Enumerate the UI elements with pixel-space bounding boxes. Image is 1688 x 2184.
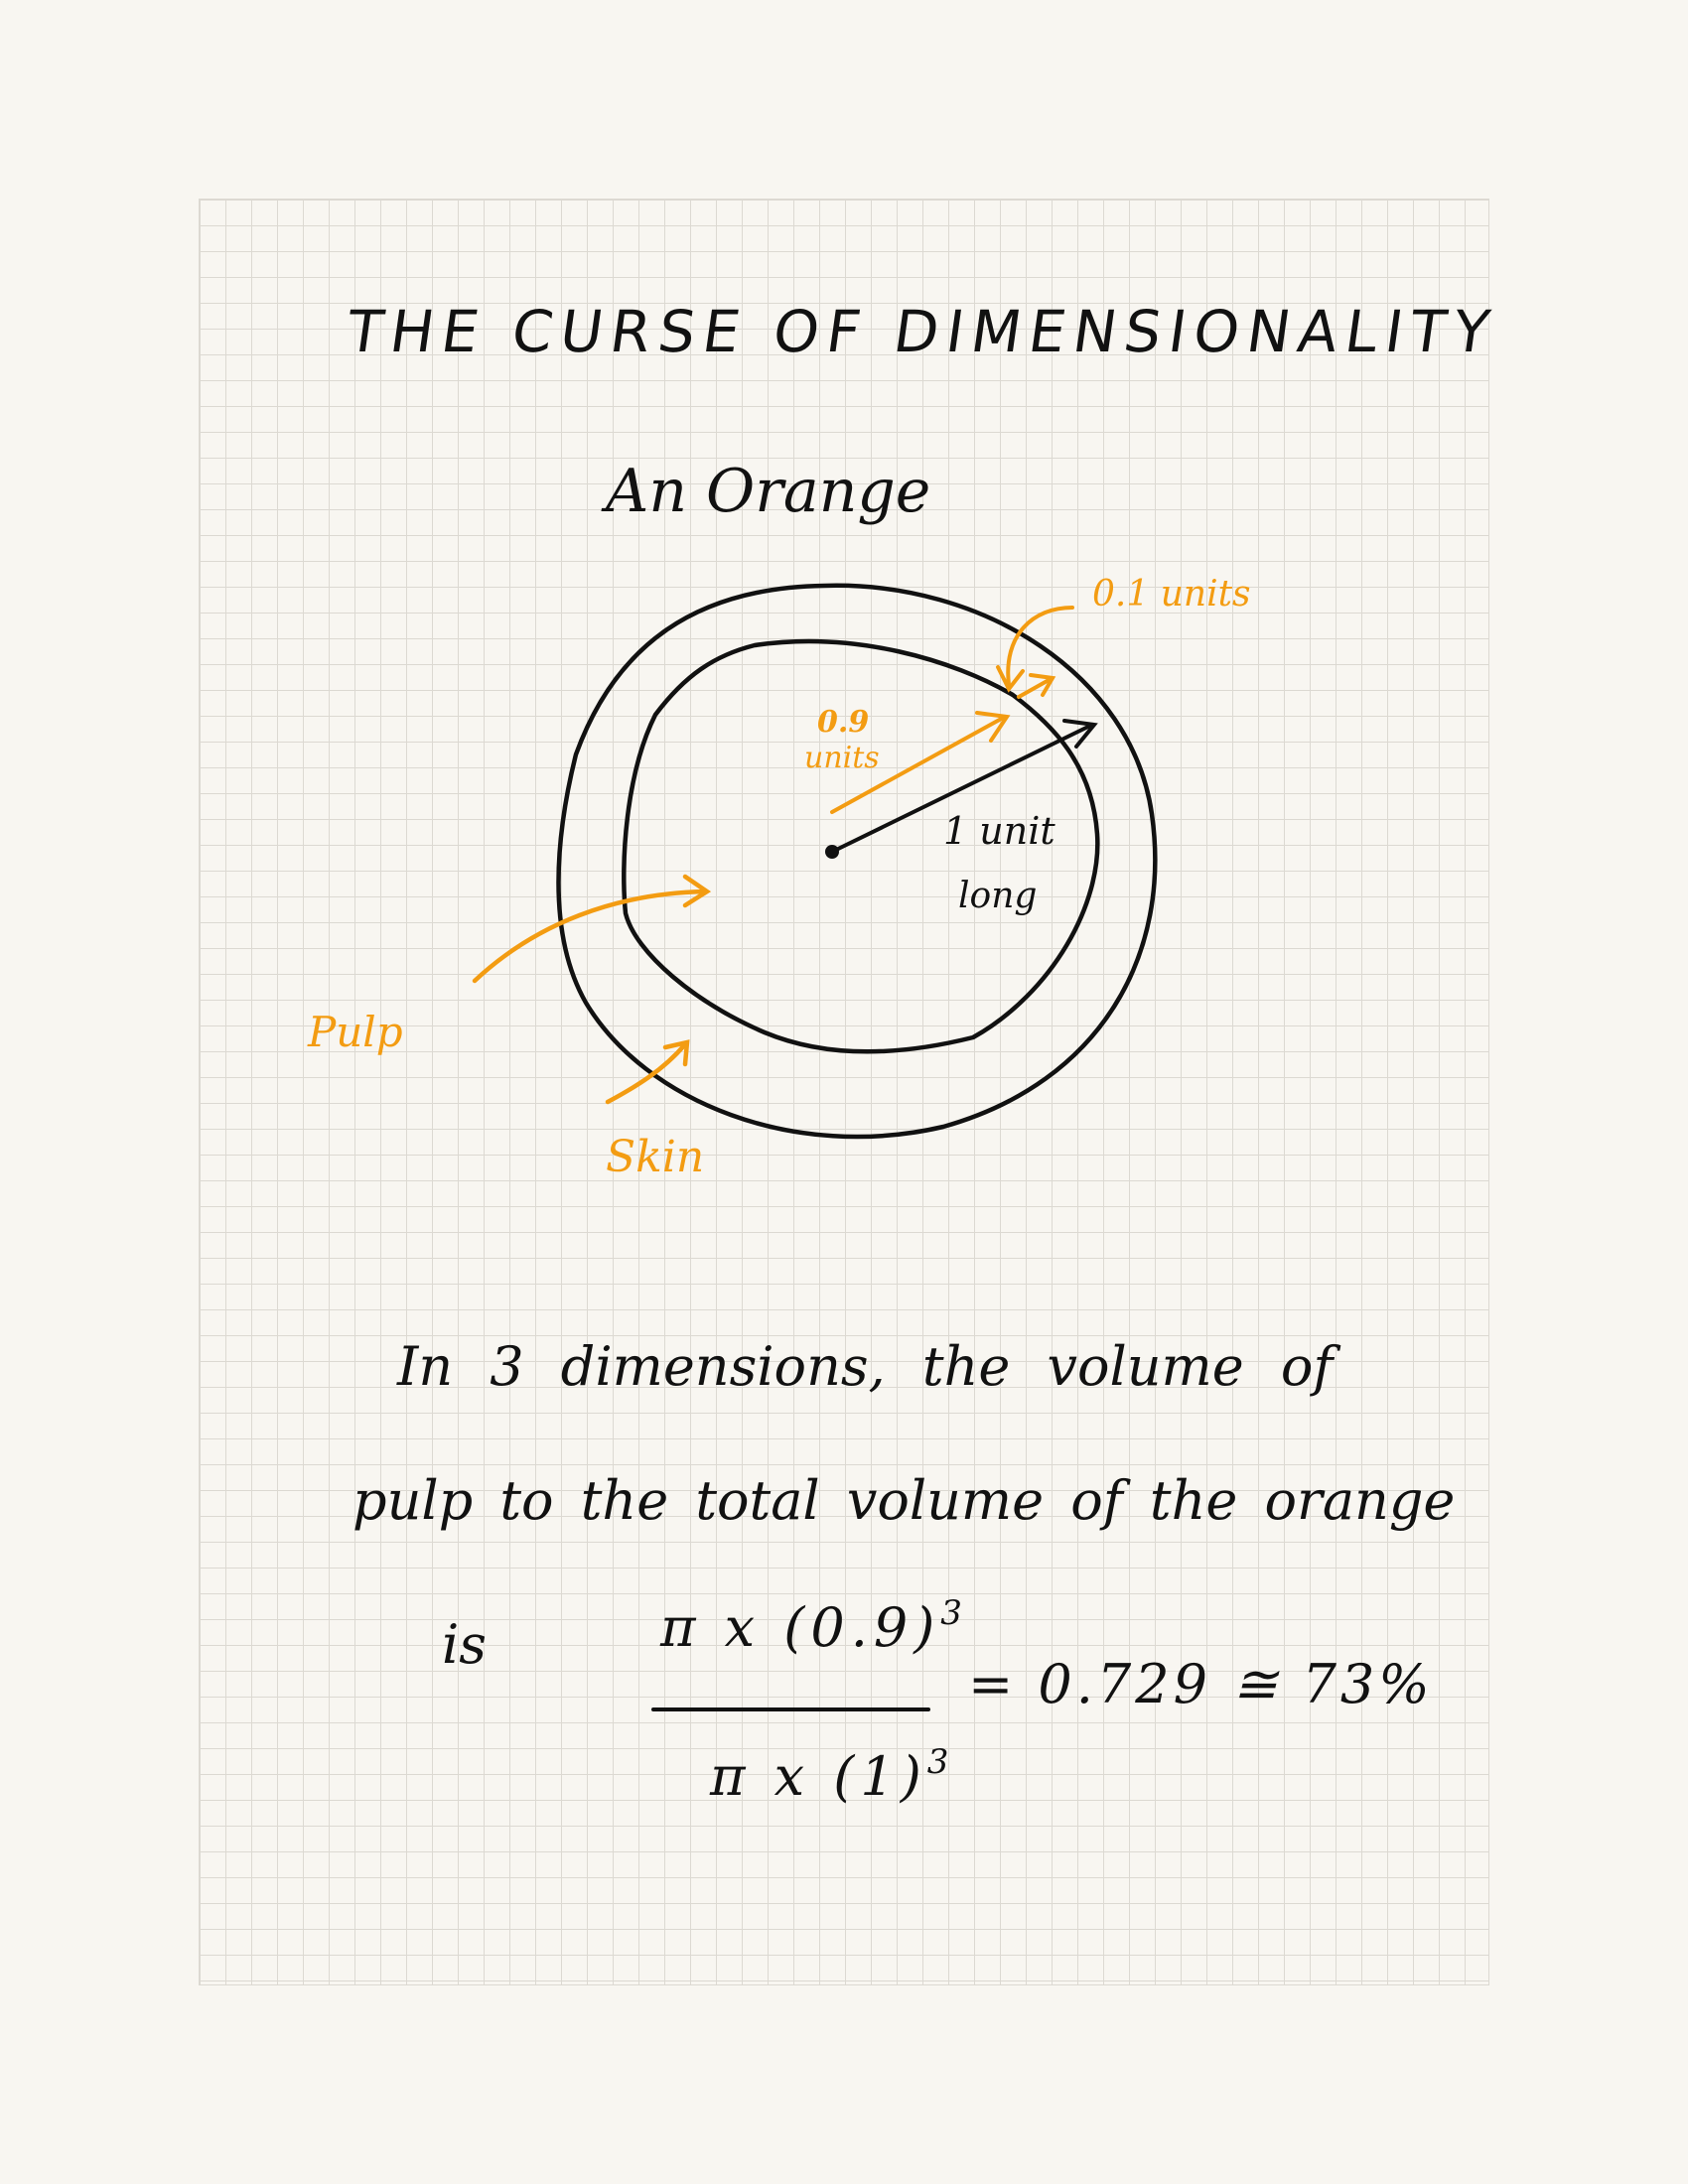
skin-label: Skin [606,1132,705,1182]
skin-thickness-label: 0.1 units [1092,574,1251,614]
explanation-line-2: pulp to the total volume of the orange [352,1469,1456,1532]
denominator-exponent: 3 [926,1742,955,1782]
denominator-base: π x (1) [710,1745,927,1808]
fraction-numerator: π x (0.9)3 [660,1593,968,1659]
total-radius-label-suffix: long [958,876,1038,916]
fraction-denominator: π x (1)3 [710,1742,954,1808]
explanation-line-1: In 3 dimensions, the volume of [397,1335,1334,1398]
page-title: THE CURSE OF DIMENSIONALITY [343,298,1502,365]
pulp-radius-arrowhead [975,711,1011,743]
skin-pointer [605,1041,688,1105]
skin-thickness-pointer-head [996,665,1025,693]
pulp-radius-arrow [830,715,1007,814]
numerator-base: π x (0.9) [660,1596,941,1659]
skin-thickness-arrow [1017,677,1053,699]
diagram-title: An Orange [606,457,931,526]
skin-pointer-head [662,1039,690,1067]
pulp-pointer [472,888,708,984]
pulp-radius-label-unit: units [804,741,880,775]
explanation-line-3-prefix: is [442,1613,487,1676]
formula-result: = 0.729 ≅ 73% [968,1653,1434,1715]
graph-paper-grid [199,199,1489,1985]
full-radius-arrowhead [1062,719,1098,749]
full-radius-arrow [830,723,1094,854]
total-radius-label: 1 unit [943,809,1055,853]
numerator-exponent: 3 [940,1593,968,1633]
skin-thickness-arrow-head [1029,673,1056,697]
inner-pulp-circle [622,638,1100,1054]
pulp-label: Pulp [308,1008,403,1056]
outer-skin-circle [556,583,1158,1140]
pulp-pointer-head [682,874,712,908]
skin-thickness-pointer [1006,606,1074,687]
pulp-radius-label-value: 0.9 [817,705,870,740]
